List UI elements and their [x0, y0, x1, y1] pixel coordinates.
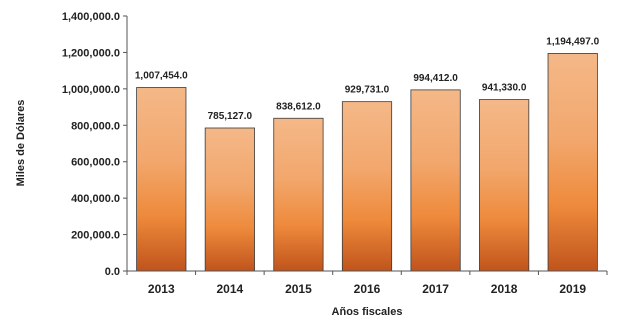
- bar-2014: [204, 127, 255, 272]
- data-label-2015: 838,612.0: [276, 101, 321, 112]
- data-label-2017: 994,412.0: [413, 73, 458, 84]
- x-tick-label: 2015: [285, 282, 312, 296]
- bar-2017: [410, 89, 461, 272]
- y-tick-label: 600,000.0: [71, 157, 120, 169]
- data-label-2013: 1,007,454.0: [135, 70, 188, 81]
- bar-2013: [136, 87, 187, 272]
- y-tick-label: 1,200,000.0: [62, 47, 120, 59]
- y-tick-label: 200,000.0: [71, 230, 120, 242]
- x-axis-label: Años fiscales: [332, 306, 403, 318]
- data-label-2018: 941,330.0: [482, 83, 527, 94]
- x-tick-label: 2017: [422, 282, 449, 296]
- x-tick-label: 2018: [491, 282, 518, 296]
- data-labels: 1,007,454.0 785,127.0 838,612.0 929,731.0 99…: [135, 36, 600, 122]
- bar-2016: [341, 101, 393, 272]
- x-tick-label: 2013: [148, 282, 175, 296]
- x-tick-label: 2019: [559, 282, 586, 296]
- bars: [136, 53, 598, 272]
- y-tick-label: 1,000,000.0: [62, 84, 120, 96]
- x-axis-ticks: 2013 2014 2015 2016 2017 2018 2019: [126, 271, 608, 296]
- x-tick-label: 2014: [217, 282, 244, 296]
- data-label-2016: 929,731.0: [345, 85, 390, 96]
- data-label-2014: 785,127.0: [208, 111, 253, 122]
- bar-2015: [273, 117, 324, 272]
- bar-2018: [479, 99, 530, 272]
- y-tick-label: 800,000.0: [71, 120, 120, 132]
- y-axis-ticks: 0.0 200,000.0 400,000.0 600,000.0 800,000.0 1…: [62, 11, 127, 278]
- y-tick-label: 0.0: [105, 266, 120, 278]
- y-axis-label: Miles de Dólares: [15, 100, 27, 187]
- y-tick-label: 400,000.0: [71, 193, 120, 205]
- data-label-2019: 1,194,497.0: [546, 36, 599, 47]
- y-tick-label: 1,400,000.0: [62, 11, 120, 23]
- bar-2019: [547, 53, 598, 272]
- x-tick-label: 2016: [354, 282, 381, 296]
